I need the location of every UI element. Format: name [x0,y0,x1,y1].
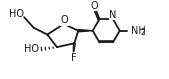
Text: HO: HO [24,44,39,54]
Polygon shape [78,30,93,32]
Text: NH: NH [131,26,146,36]
Text: N: N [109,10,117,20]
Text: HO: HO [9,9,24,19]
Text: O: O [61,15,68,25]
Polygon shape [73,43,75,54]
Text: F: F [71,53,76,63]
Text: 2: 2 [141,28,145,37]
Text: O: O [91,1,99,11]
